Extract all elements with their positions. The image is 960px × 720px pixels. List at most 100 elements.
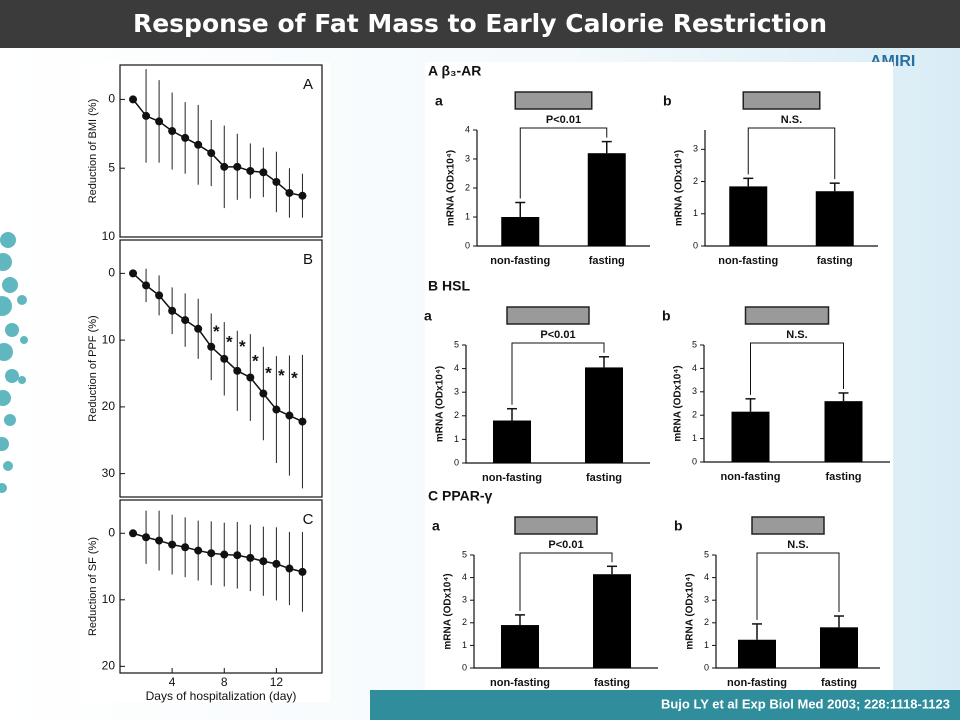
y-tick-label: 2 — [693, 176, 698, 186]
x-tick-label: non-fasting — [490, 255, 550, 267]
data-point — [155, 291, 164, 300]
y-tick-label: 0 — [108, 266, 115, 280]
x-tick-label: 12 — [270, 675, 284, 689]
data-point — [233, 162, 242, 171]
slide-title: Response of Fat Mass to Early Calorie Re… — [133, 9, 827, 38]
comparison-bracket — [519, 127, 608, 199]
comparison-bracket — [519, 552, 613, 611]
y-tick-label: 4 — [704, 572, 709, 582]
data-point — [129, 269, 138, 278]
data-point — [142, 111, 151, 120]
panel-letter: a — [432, 518, 440, 534]
y-tick-label: 1 — [693, 208, 698, 218]
y-tick-label: 0 — [692, 456, 697, 466]
gel-band-image — [742, 91, 821, 110]
x-tick-label: fasting — [589, 255, 625, 267]
bar — [738, 639, 776, 668]
y-axis-label: Reduction of PPF (%) — [87, 315, 99, 421]
x-axis-label: Days of hospitalization (day) — [146, 689, 297, 703]
comparison-label: N.S. — [787, 539, 808, 551]
significance-mark: * — [226, 332, 233, 351]
x-tick-label: non-fasting — [718, 255, 778, 267]
y-tick-label: 1 — [692, 433, 697, 443]
y-tick-label: 3 — [692, 386, 697, 396]
data-point — [259, 557, 268, 566]
comparison-label: P<0.01 — [548, 539, 583, 551]
comparison-label: P<0.01 — [540, 329, 575, 341]
y-axis-label: mRNA (ODx10⁴) — [674, 150, 685, 226]
y-tick-label: 5 — [454, 339, 459, 349]
data-point — [194, 324, 203, 333]
data-point — [181, 543, 190, 552]
panel-letter: b — [674, 518, 683, 534]
plot-frame — [119, 239, 323, 498]
y-axis-label: mRNA (ODx10⁴) — [685, 573, 696, 649]
panel-letter: B — [303, 251, 313, 268]
bar — [501, 217, 540, 246]
y-tick-label: 4 — [465, 124, 470, 134]
significance-mark: * — [278, 366, 285, 385]
x-tick-label: non-fasting — [490, 677, 550, 689]
data-point — [272, 177, 281, 186]
bar — [820, 627, 858, 668]
y-tick-label: 2 — [462, 617, 467, 627]
gel-band-image — [514, 516, 598, 535]
panel-letter: a — [435, 93, 443, 109]
x-tick-label: non-fasting — [727, 677, 787, 689]
data-point — [285, 188, 294, 197]
x-tick-label: non-fasting — [482, 472, 542, 484]
y-tick-label: 3 — [454, 387, 459, 397]
y-tick-label: 2 — [465, 182, 470, 192]
data-point — [233, 366, 242, 375]
x-tick-label: fasting — [817, 255, 853, 267]
data-point — [272, 559, 281, 568]
bar — [493, 420, 531, 463]
data-point — [285, 564, 294, 573]
y-tick-label: 2 — [704, 617, 709, 627]
bar — [585, 367, 623, 463]
plot-frame — [119, 64, 323, 238]
bar — [731, 411, 770, 462]
citation-bar — [370, 690, 960, 720]
y-tick-label: 20 — [102, 399, 116, 413]
panel-letter: a — [424, 308, 432, 324]
y-axis-label: mRNA (ODx10⁴) — [443, 573, 454, 649]
bar — [815, 191, 854, 246]
y-tick-label: 1 — [462, 640, 467, 650]
right-figure — [425, 62, 893, 690]
y-tick-label: 0 — [108, 92, 115, 106]
data-point — [220, 162, 229, 171]
bar — [593, 574, 631, 668]
data-point — [168, 540, 177, 549]
x-tick-label: 4 — [169, 675, 176, 689]
data-point — [168, 127, 177, 136]
x-tick-label: 8 — [221, 675, 228, 689]
data-point — [246, 373, 255, 382]
data-point — [298, 191, 307, 200]
data-point — [233, 551, 242, 560]
group-title: B HSL — [428, 278, 470, 294]
comparison-bracket — [756, 552, 840, 620]
data-point — [259, 168, 268, 177]
x-tick-label: fasting — [594, 677, 630, 689]
gel-band-image — [744, 306, 830, 325]
data-point — [129, 529, 138, 538]
data-point — [142, 281, 151, 290]
x-tick-label: non-fasting — [721, 471, 781, 483]
significance-mark: * — [265, 364, 272, 383]
significance-mark: * — [213, 322, 220, 341]
y-tick-label: 4 — [454, 363, 459, 373]
data-point — [246, 553, 255, 562]
y-tick-label: 3 — [704, 595, 709, 605]
panel-letter: A — [303, 76, 313, 93]
y-tick-label: 1 — [454, 434, 459, 444]
y-tick-label: 0 — [454, 457, 459, 467]
data-point — [168, 306, 177, 315]
data-point — [194, 140, 203, 149]
y-tick-label: 0 — [693, 240, 698, 250]
y-tick-label: 3 — [465, 153, 470, 163]
data-point — [207, 342, 216, 351]
y-tick-label: 4 — [462, 572, 467, 582]
bar — [729, 186, 768, 246]
data-point — [129, 95, 138, 104]
